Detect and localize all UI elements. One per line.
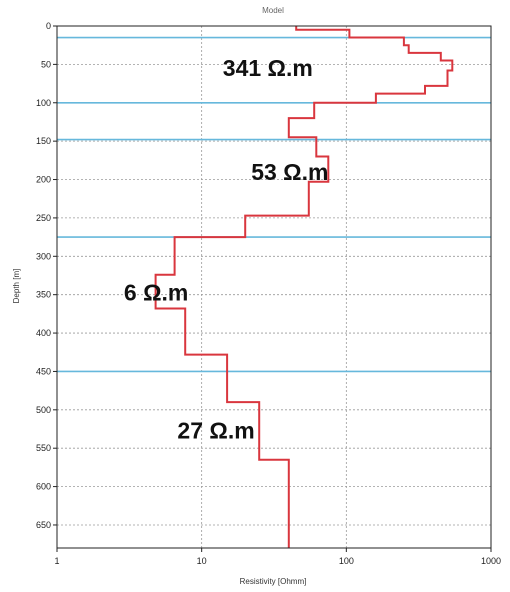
x-axis-ticks: 1 10 100 1000 — [54, 548, 501, 566]
y-tick-label: 300 — [36, 251, 51, 261]
y-tick-label: 50 — [41, 59, 51, 69]
y-tick-label: 350 — [36, 290, 51, 300]
layer-resistivity-label: 341 Ω.m — [223, 55, 313, 81]
y-tick-label: 450 — [36, 366, 51, 376]
layer-resistivity-label: 6 Ω.m — [124, 279, 188, 305]
y-tick-label: 200 — [36, 175, 51, 185]
y-tick-label: 500 — [36, 405, 51, 415]
layer-resistivity-labels: 341 Ω.m 53 Ω.m 6 Ω.m 27 Ω.m — [124, 55, 329, 443]
y-tick-label: 100 — [36, 98, 51, 108]
y-tick-label: 400 — [36, 328, 51, 338]
y-axis-ticks: 0 50 100 150 200 250 300 350 400 450 500 550 600 650 — [36, 21, 57, 530]
chart-title: Model — [262, 6, 284, 15]
grid-lines — [57, 26, 491, 548]
layer-boundary-lines — [57, 36, 491, 373]
y-axis-title: Depth [m] — [12, 269, 21, 304]
x-tick-label: 10 — [197, 556, 207, 566]
layer-resistivity-label: 53 Ω.m — [251, 159, 328, 185]
plot-frame — [56, 25, 492, 549]
x-tick-label: 100 — [339, 556, 354, 566]
x-axis-title: Resistivity [Ohmm] — [240, 577, 307, 586]
y-tick-label: 650 — [36, 520, 51, 530]
y-tick-label: 0 — [46, 21, 51, 31]
y-tick-label: 150 — [36, 136, 51, 146]
y-tick-label: 550 — [36, 443, 51, 453]
y-tick-label: 250 — [36, 213, 51, 223]
layer-resistivity-label: 27 Ω.m — [177, 418, 254, 444]
x-tick-label: 1 — [54, 556, 59, 566]
resistivity-curve — [154, 26, 454, 548]
resistivity-model-series — [154, 26, 454, 548]
x-tick-label: 1000 — [481, 556, 501, 566]
y-tick-label: 600 — [36, 482, 51, 492]
